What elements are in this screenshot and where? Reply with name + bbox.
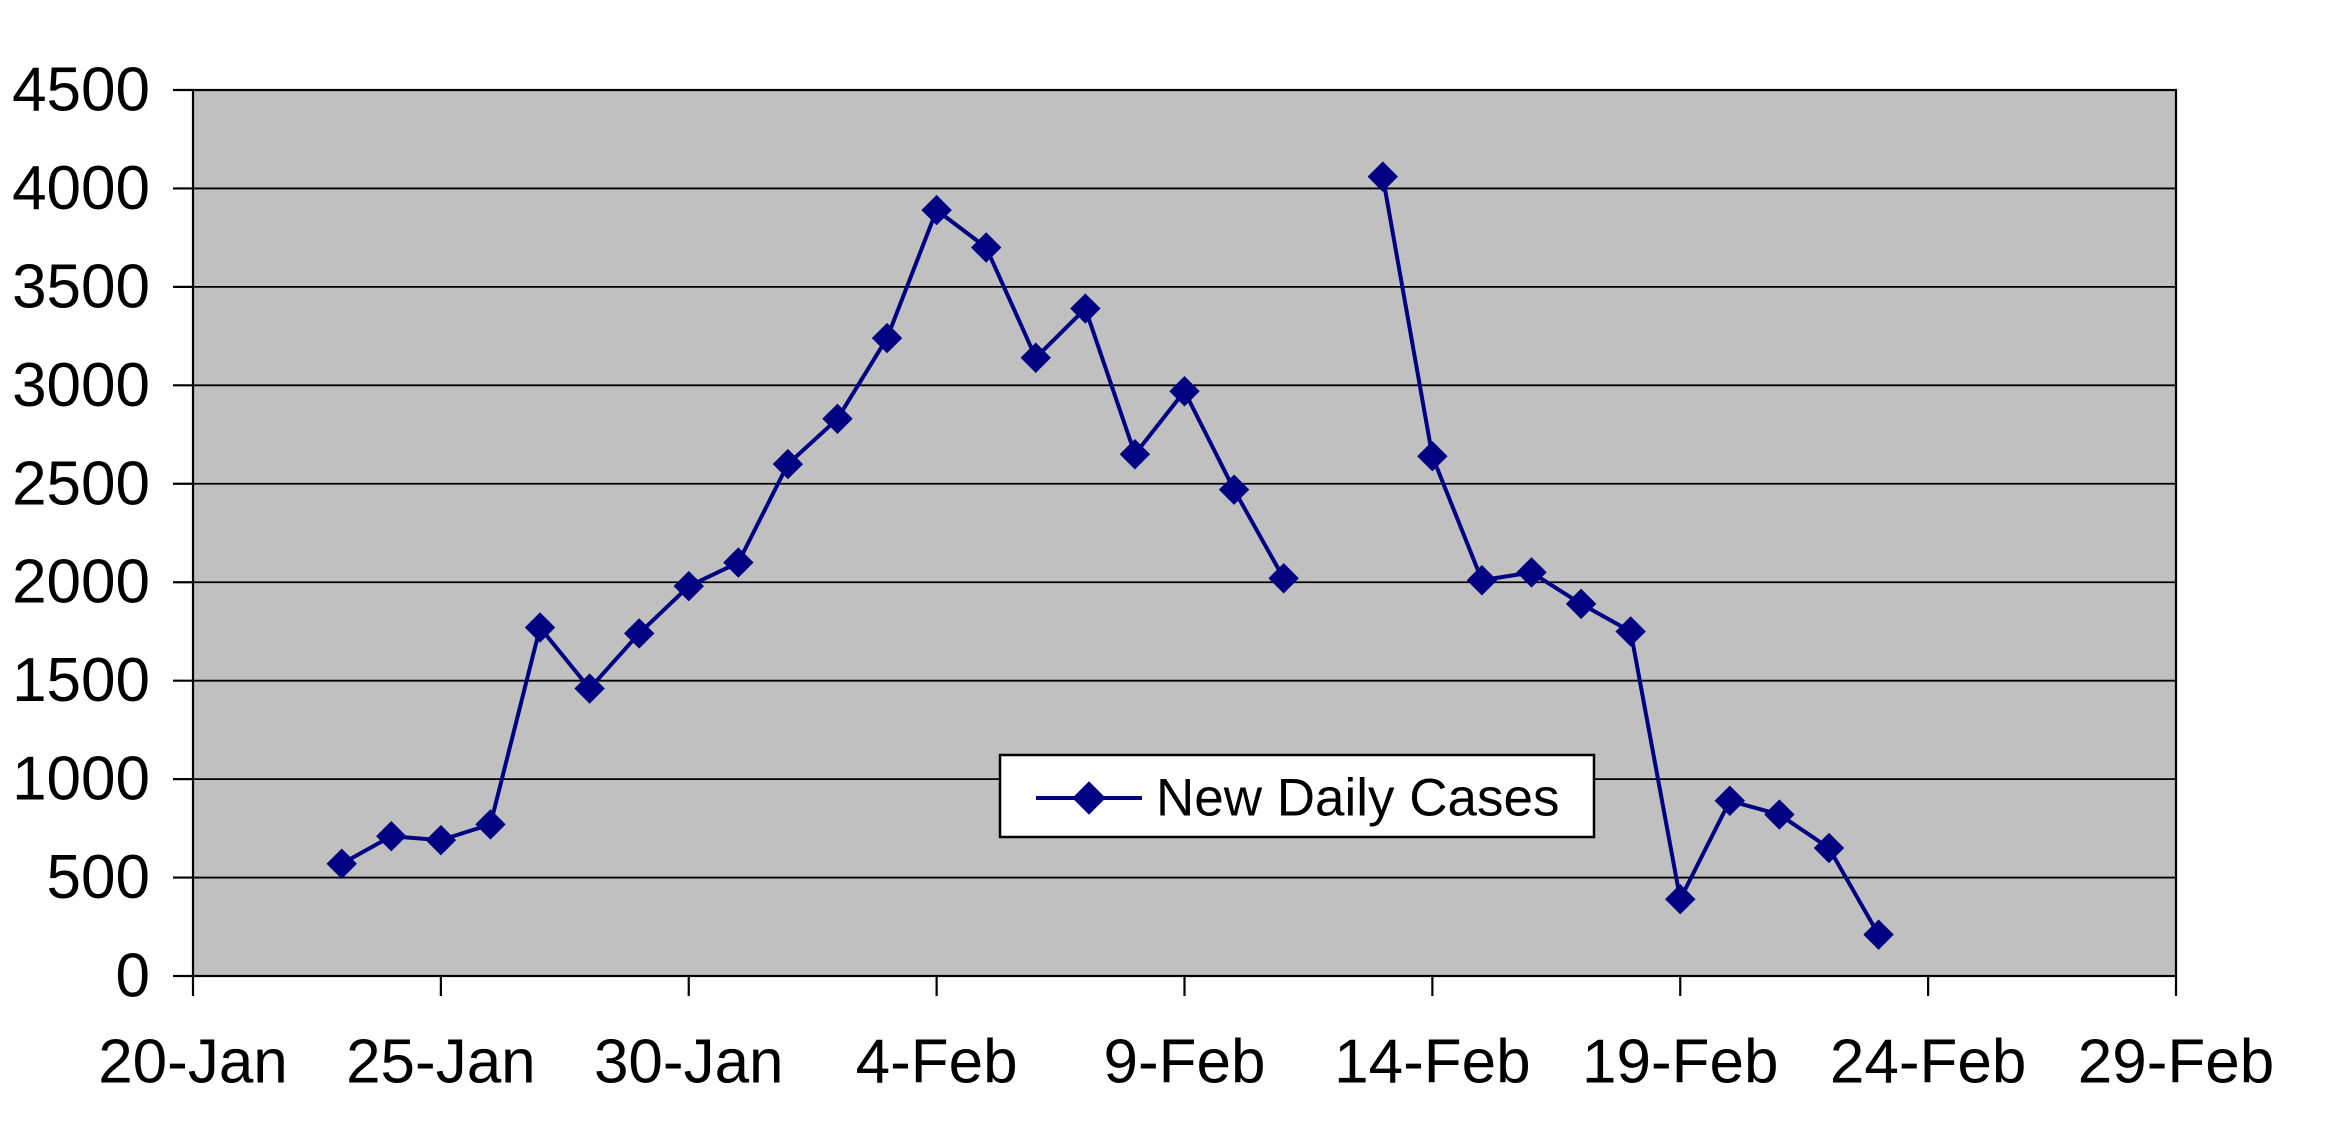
data-point-marker [822,403,853,435]
data-point-marker [1020,342,1051,373]
data-point-marker [673,570,704,602]
x-tick-label: 30-Jan [594,1028,784,1097]
y-tick-label: 4500 [12,56,150,125]
data-point-marker [1417,441,1448,472]
data-point-marker [1714,785,1746,816]
data-point-marker [1119,439,1151,470]
data-point-marker [574,673,605,704]
data-point-marker [1665,884,1696,915]
legend-marker-diamond [1072,781,1106,815]
data-point-marker [1367,161,1399,192]
data-point-marker [1466,565,1498,596]
plot-area [193,90,2176,976]
data-point-marker [1615,616,1646,647]
data-point-marker [1863,919,1894,950]
data-point-marker [475,809,506,840]
x-tick-label: 4-Feb [856,1028,1018,1097]
x-tick-label: 9-Feb [1104,1028,1266,1097]
y-tick-label: 3500 [12,252,150,321]
x-tick-label: 14-Feb [1334,1028,1530,1097]
y-tick-label: 3000 [12,351,150,420]
data-point-marker [1565,588,1597,620]
y-tick-label: 500 [47,843,150,912]
x-tick-label: 19-Feb [1582,1028,1778,1097]
data-point-marker [871,322,903,354]
data-point-marker [970,232,1002,263]
data-point-marker [1764,799,1795,830]
x-tick-label: 20-Jan [98,1028,288,1097]
legend-label: New Daily Cases [1156,769,1560,828]
data-point-marker [1070,293,1101,324]
x-tick-label: 24-Feb [1830,1028,2026,1097]
data-point-marker [376,821,407,852]
y-tick-label: 1500 [12,646,150,715]
y-tick-label: 2000 [12,548,150,617]
y-tick-label: 2500 [12,449,150,518]
y-tick-label: 1000 [12,745,150,814]
data-point-marker [921,194,952,226]
data-point-marker [1516,557,1547,588]
data-point-marker [326,848,357,879]
data-point-marker [524,612,556,643]
data-point-marker [1218,474,1250,505]
x-tick-label: 25-Jan [346,1028,536,1097]
data-point-marker [1268,563,1299,594]
data-point-marker [723,547,754,578]
data-point-marker [1169,376,1200,407]
y-tick-label: 0 [116,942,150,1011]
data-point-marker [425,824,457,856]
y-tick-label: 4000 [12,154,150,223]
data-point-marker [772,448,804,480]
x-tick-label: 29-Feb [2078,1028,2274,1097]
series-line [340,208,1286,866]
data-point-marker [623,618,655,649]
data-point-marker [1813,832,1845,864]
